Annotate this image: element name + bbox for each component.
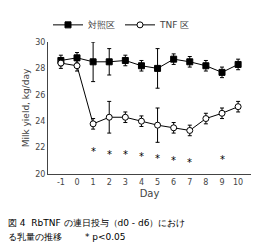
svg-text:1: 1 bbox=[91, 178, 96, 187]
svg-text:22: 22 bbox=[35, 143, 45, 152]
svg-text:Milk yield, kg/day: Milk yield, kg/day bbox=[21, 68, 31, 147]
svg-text:7: 7 bbox=[187, 178, 192, 187]
svg-text:*: * bbox=[155, 153, 160, 164]
svg-text:30: 30 bbox=[35, 38, 45, 47]
svg-text:*: * bbox=[220, 154, 225, 165]
svg-text:-1: -1 bbox=[57, 178, 65, 187]
svg-text:*: * bbox=[123, 149, 128, 160]
svg-text:0: 0 bbox=[74, 178, 79, 187]
svg-text:8: 8 bbox=[203, 178, 208, 187]
svg-text:6: 6 bbox=[171, 178, 176, 187]
svg-text:5: 5 bbox=[155, 178, 160, 187]
svg-text:る乳量の推移 * p<0.05: る乳量の推移 * p<0.05 bbox=[8, 232, 126, 242]
svg-text:対照区: 対照区 bbox=[88, 20, 115, 30]
svg-text:24: 24 bbox=[35, 117, 45, 126]
svg-text:*: * bbox=[139, 151, 144, 162]
svg-text:9: 9 bbox=[219, 178, 224, 187]
svg-text:図 4 RbTNF の連日投与（d0 - d6）におけ: 図 4 RbTNF の連日投与（d0 - d6）におけ bbox=[8, 218, 185, 228]
svg-text:2: 2 bbox=[107, 178, 112, 187]
svg-text:4: 4 bbox=[139, 178, 144, 187]
svg-text:*: * bbox=[107, 149, 112, 160]
svg-text:*: * bbox=[91, 146, 96, 157]
svg-text:28: 28 bbox=[35, 64, 45, 73]
svg-text:TNF 区: TNF 区 bbox=[159, 20, 189, 30]
svg-text:26: 26 bbox=[35, 91, 45, 100]
svg-text:10: 10 bbox=[233, 178, 243, 187]
svg-text:3: 3 bbox=[123, 178, 128, 187]
svg-text:20: 20 bbox=[35, 170, 45, 179]
svg-text:Day: Day bbox=[140, 188, 160, 199]
svg-text:*: * bbox=[187, 157, 192, 168]
svg-text:*: * bbox=[171, 155, 176, 166]
